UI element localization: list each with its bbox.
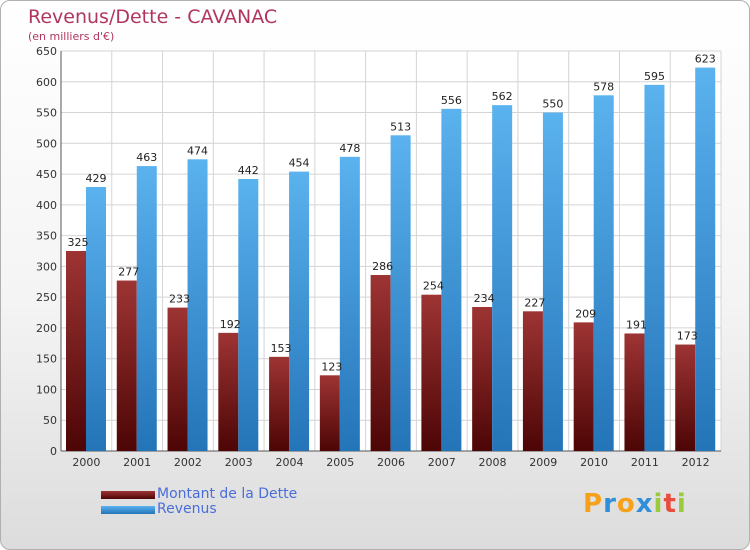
legend-label-dette: Montant de la Dette (157, 486, 298, 502)
y-tick-label: 350 (36, 230, 57, 243)
legend-label-revenus: Revenus (157, 501, 217, 517)
bar-dette (66, 251, 86, 451)
bar-dette (522, 311, 543, 451)
bar-revenus (238, 179, 259, 451)
y-tick-label: 150 (36, 353, 57, 366)
bar-revenus (441, 108, 462, 451)
value-label-dette: 286 (372, 260, 393, 273)
value-label-dette: 173 (677, 330, 698, 343)
value-label-dette: 254 (423, 280, 444, 293)
x-tick-label: 2010 (580, 456, 608, 469)
bar-revenus (542, 112, 563, 452)
value-label-dette: 153 (271, 342, 292, 355)
value-label-dette: 325 (68, 236, 89, 249)
value-label-revenus: 623 (695, 53, 716, 66)
legend-swatch-dette (101, 491, 155, 499)
logo-letter: o (616, 489, 636, 519)
bar-dette (573, 322, 594, 451)
bar-revenus (695, 67, 716, 451)
y-tick-label: 450 (36, 168, 57, 181)
value-label-dette: 191 (626, 318, 647, 331)
x-tick-label: 2009 (529, 456, 557, 469)
bar-dette (167, 307, 188, 451)
value-label-dette: 123 (321, 360, 342, 373)
y-tick-label: 500 (36, 137, 57, 150)
value-label-revenus: 463 (136, 151, 157, 164)
y-tick-label: 650 (36, 45, 57, 58)
value-label-revenus: 474 (187, 144, 208, 157)
value-label-revenus: 550 (542, 98, 563, 111)
logo-letter: r (603, 489, 617, 519)
logo-letter: x (635, 489, 654, 519)
proxiti-logo: Proxiti (583, 489, 687, 519)
bar-dette (370, 275, 391, 451)
x-tick-label: 2000 (72, 456, 100, 469)
bar-dette (675, 344, 696, 451)
value-label-revenus: 442 (238, 164, 259, 177)
value-label-revenus: 578 (593, 80, 614, 93)
x-tick-label: 2004 (275, 456, 303, 469)
x-tick-label: 2005 (326, 456, 354, 469)
value-label-dette: 277 (118, 266, 139, 279)
bar-revenus (86, 187, 106, 451)
bar-revenus (593, 95, 614, 452)
x-tick-label: 2011 (631, 456, 659, 469)
bar-revenus (644, 84, 665, 451)
bar-revenus (136, 166, 157, 452)
logo-letter: i (676, 489, 687, 519)
bar-revenus (289, 171, 310, 451)
value-label-dette: 234 (474, 292, 495, 305)
value-label-dette: 192 (220, 318, 241, 331)
y-tick-label: 100 (36, 383, 57, 396)
x-tick-label: 2006 (377, 456, 405, 469)
x-tick-label: 2001 (123, 456, 151, 469)
value-label-dette: 227 (524, 296, 545, 309)
value-label-revenus: 478 (339, 142, 360, 155)
y-tick-label: 550 (36, 107, 57, 120)
value-label-revenus: 454 (289, 157, 310, 170)
value-label-dette: 233 (169, 293, 190, 306)
x-tick-label: 2008 (479, 456, 507, 469)
bar-dette (218, 332, 239, 451)
x-tick-label: 2002 (174, 456, 202, 469)
bar-revenus (390, 135, 411, 452)
value-label-revenus: 595 (644, 70, 665, 83)
logo-letter: t (663, 489, 677, 519)
logo-letter: P (583, 489, 604, 519)
value-label-revenus: 513 (390, 120, 411, 133)
chart-title: Revenus/Dette - CAVANAC (28, 6, 278, 28)
bar-dette (269, 356, 290, 451)
value-label-dette: 209 (575, 307, 596, 320)
y-tick-label: 250 (36, 291, 57, 304)
bar-dette (472, 307, 493, 451)
x-tick-label: 2003 (225, 456, 253, 469)
value-label-revenus: 562 (492, 90, 513, 103)
x-tick-label: 2012 (682, 456, 710, 469)
y-tick-label: 50 (43, 414, 57, 427)
value-label-revenus: 429 (86, 172, 107, 185)
bar-dette (421, 294, 442, 451)
logo-letter: i (653, 489, 664, 519)
value-label-revenus: 556 (441, 94, 462, 107)
bar-revenus (187, 159, 208, 452)
y-tick-label: 0 (50, 445, 57, 458)
y-tick-label: 400 (36, 199, 57, 212)
bar-dette (319, 375, 340, 451)
bar-revenus (492, 105, 513, 452)
y-tick-label: 600 (36, 76, 57, 89)
chart-subtitle: (en milliers d'€) (28, 30, 115, 43)
bar-revenus (339, 156, 360, 451)
bar-dette (624, 333, 645, 451)
y-tick-label: 300 (36, 260, 57, 273)
bar-dette (116, 280, 137, 451)
x-tick-label: 2007 (428, 456, 456, 469)
legend-swatch-revenus (101, 506, 155, 514)
y-tick-label: 200 (36, 322, 57, 335)
